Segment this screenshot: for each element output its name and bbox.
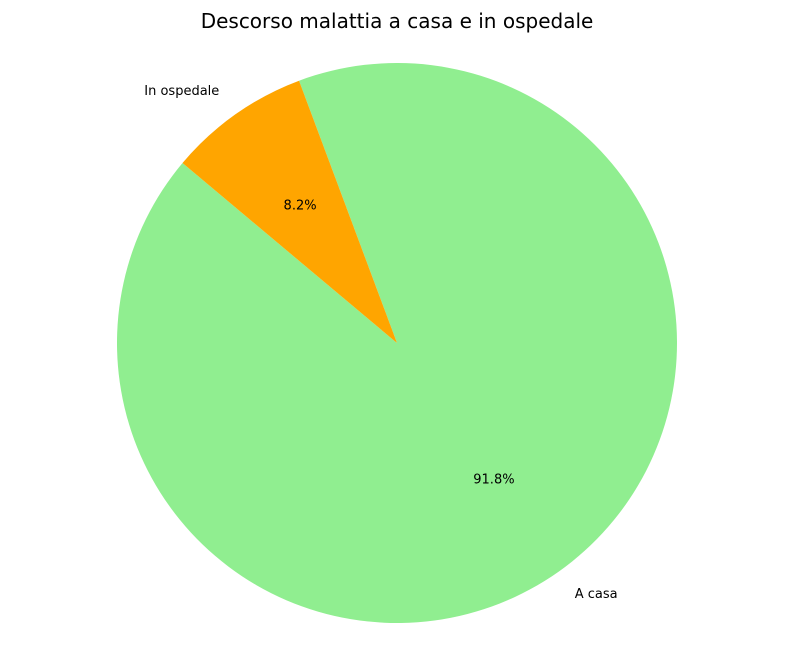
- slice-label-in-ospedale: In ospedale: [144, 84, 219, 99]
- pie-labels: A casa 91.8% In ospedale 8.2%: [144, 84, 617, 602]
- pie-slice-in-ospedale: [182, 80, 397, 343]
- pct-label-in-ospedale: 8.2%: [284, 198, 317, 213]
- pct-label-a-casa: 91.8%: [473, 473, 514, 488]
- slice-label-a-casa: A casa: [575, 587, 618, 602]
- pie-slice-a-casa: [116, 62, 677, 624]
- chart-title: Descorso malattia a casa e in ospedale: [201, 9, 594, 33]
- pie-slices: [116, 62, 677, 624]
